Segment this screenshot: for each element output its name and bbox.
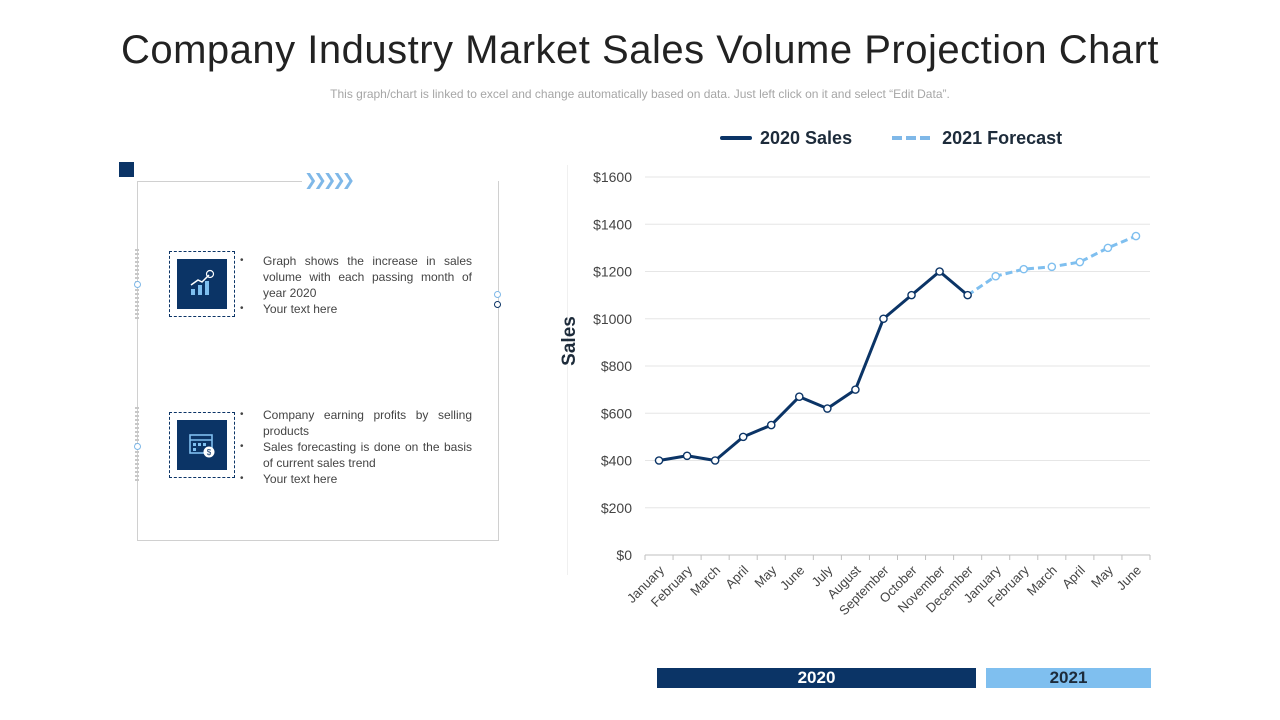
growth-chart-icon bbox=[190, 269, 215, 295]
card2-icon-tile: $ bbox=[177, 420, 227, 470]
legend-label-2020: 2020 Sales bbox=[760, 127, 853, 148]
card2-bullet-1: Company earning profits by selling produ… bbox=[240, 407, 472, 439]
data-point bbox=[935, 267, 944, 276]
data-point bbox=[710, 456, 720, 465]
data-point bbox=[823, 404, 832, 413]
x-tick-label: March bbox=[1024, 563, 1060, 599]
x-tick-label: June bbox=[777, 563, 808, 594]
page-title: Company Industry Market Sales Volume Pro… bbox=[120, 28, 1160, 72]
legend-label-2021: 2021 Forecast bbox=[942, 127, 1063, 148]
x-tick-label: June bbox=[1114, 563, 1145, 594]
x-tick-label: April bbox=[722, 562, 751, 591]
data-point bbox=[991, 271, 1000, 281]
chevrons-icon: ❯❯❯❯❯ bbox=[304, 172, 355, 189]
card2-bullet-3: Your text here bbox=[240, 471, 472, 487]
data-point bbox=[879, 314, 888, 324]
sales-line-chart: $0$200$400$600$800$1000$1200$1400$1600Ja… bbox=[559, 169, 1151, 618]
card2-icon-frame: $ bbox=[169, 412, 235, 478]
x-tick-label: May bbox=[1088, 562, 1116, 590]
card2-bullets: Company earning profits by selling produ… bbox=[240, 407, 472, 487]
node-decoration bbox=[134, 443, 141, 450]
legend-swatch-dashed bbox=[892, 136, 935, 140]
legend-item-2020: 2020 Sales bbox=[720, 128, 852, 149]
card1-bullet-2: Your text here bbox=[240, 301, 472, 317]
data-point bbox=[738, 432, 748, 442]
top-rule-decoration bbox=[137, 181, 302, 182]
data-point bbox=[1075, 257, 1085, 267]
y-tick-label: $800 bbox=[601, 358, 632, 374]
y-tick-label: $1000 bbox=[593, 311, 632, 327]
panel-frame bbox=[137, 181, 499, 541]
data-point bbox=[851, 385, 860, 394]
y-tick-label: $400 bbox=[601, 453, 632, 469]
data-point bbox=[1103, 243, 1113, 253]
y-axis-title: Sales bbox=[559, 316, 580, 366]
year-band-2021: 2021 bbox=[986, 668, 1151, 688]
x-tick-label: March bbox=[687, 563, 723, 599]
corner-square-decoration bbox=[119, 162, 134, 177]
data-point bbox=[682, 451, 692, 461]
series-line-2020-sales bbox=[658, 270, 969, 462]
section-divider bbox=[567, 165, 568, 575]
data-point bbox=[1047, 262, 1057, 272]
data-point bbox=[766, 420, 776, 430]
card1-icon-frame bbox=[169, 251, 235, 317]
card1-icon-tile bbox=[177, 259, 227, 309]
y-tick-label: $0 bbox=[616, 547, 632, 563]
y-tick-label: $600 bbox=[601, 405, 632, 421]
y-tick-label: $1200 bbox=[593, 264, 632, 280]
year-band-2020: 2020 bbox=[657, 668, 976, 688]
data-point bbox=[654, 456, 664, 465]
data-point bbox=[1019, 264, 1029, 274]
svg-text:$: $ bbox=[207, 448, 212, 457]
node-decoration bbox=[494, 291, 501, 298]
legend-swatch-solid bbox=[720, 136, 752, 140]
x-tick-label: April bbox=[1059, 562, 1088, 591]
legend-item-2021: 2021 Forecast bbox=[892, 128, 1062, 149]
y-tick-label: $1600 bbox=[593, 169, 632, 185]
data-point bbox=[907, 290, 916, 300]
chart-legend: 2020 Sales 2021 Forecast bbox=[720, 126, 1062, 150]
y-tick-label: $200 bbox=[601, 500, 632, 516]
card1-bullets: Graph shows the increase in sales volume… bbox=[240, 253, 472, 317]
calendar-money-icon: $ bbox=[189, 434, 215, 458]
y-tick-label: $1400 bbox=[593, 216, 632, 232]
page-subtitle: This graph/chart is linked to excel and … bbox=[330, 87, 950, 101]
card1-bullet-1: Graph shows the increase in sales volume… bbox=[240, 253, 472, 301]
x-tick-label: May bbox=[751, 562, 779, 590]
node-decoration bbox=[494, 301, 501, 308]
data-point bbox=[1131, 231, 1141, 241]
card2-bullet-2: Sales forecasting is done on the basis o… bbox=[240, 439, 472, 471]
data-point bbox=[963, 290, 972, 300]
node-decoration bbox=[134, 281, 141, 288]
data-point bbox=[795, 392, 804, 402]
